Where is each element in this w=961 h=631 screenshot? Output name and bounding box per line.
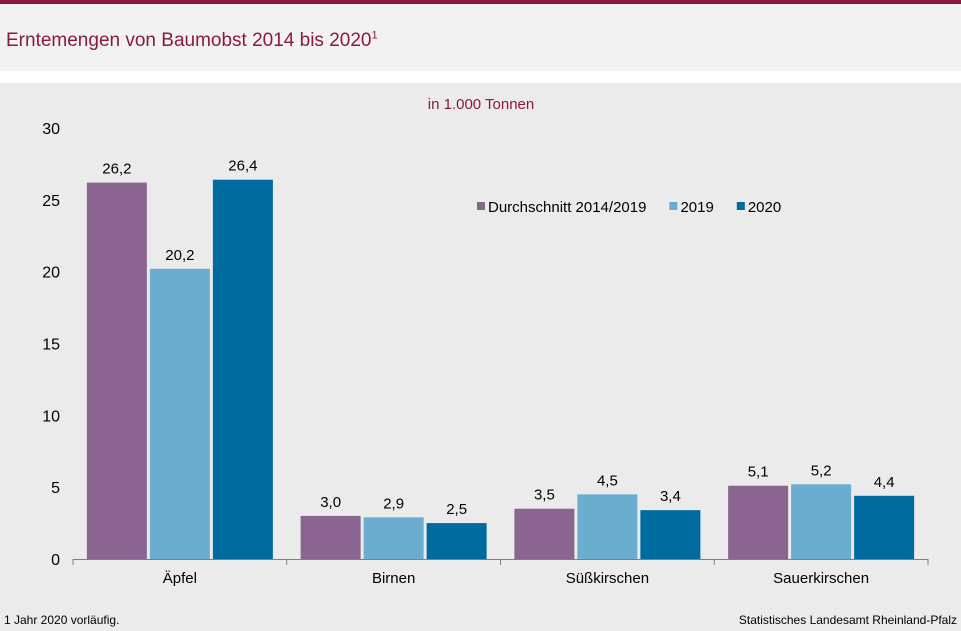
x-category-label: Süßkirschen [566, 570, 649, 587]
data-label: 26,4 [228, 158, 257, 175]
data-label: 2,9 [383, 495, 404, 512]
y-tick-label: 0 [51, 552, 60, 569]
legend-swatch [477, 202, 485, 210]
x-category-label: Äpfel [163, 570, 197, 587]
data-label: 3,0 [320, 494, 341, 511]
source-credit: Statistisches Landesamt Rheinland-Pfalz [738, 613, 957, 627]
bar-birnen-2019 [363, 517, 424, 559]
y-tick-label: 25 [42, 193, 60, 210]
legend-label: Durchschnitt 2014/2019 [488, 199, 646, 216]
header-separator [0, 71, 961, 83]
legend-swatch [736, 202, 745, 210]
data-label: 4,4 [874, 474, 895, 491]
legend-label: 2019 [680, 199, 713, 216]
y-tick-label: 30 [42, 121, 60, 138]
y-tick-label: 20 [42, 265, 60, 282]
data-label: 2,5 [446, 501, 467, 518]
bar-äpfel-2020 [212, 179, 273, 559]
x-category-label: Sauerkirschen [773, 570, 869, 587]
legend-label: 2020 [748, 199, 781, 216]
top-accent-rule [0, 0, 961, 4]
data-label: 4,5 [597, 472, 618, 489]
chart-header: Erntemengen von Baumobst 2014 bis 20201 [0, 4, 961, 71]
unit-label: in 1.000 Tonnen [428, 96, 535, 113]
y-tick-label: 10 [42, 408, 60, 425]
bar-süßkirschen-2019 [577, 494, 638, 559]
footnote: 1 Jahr 2020 vorläufig. [4, 613, 120, 627]
y-tick-label: 5 [51, 480, 60, 497]
bar-sauerkirschen-2020 [854, 495, 915, 559]
x-category-label: Birnen [372, 570, 415, 587]
bar-sauerkirschen-durchschnitt-2014-2019 [728, 485, 789, 559]
chart-title: Erntemengen von Baumobst 2014 bis 20201 [6, 29, 378, 51]
title-footnote-marker: 1 [371, 29, 378, 42]
bar-sauerkirschen-2019 [791, 484, 852, 559]
bar-süßkirschen-2020 [640, 510, 701, 559]
bar-birnen-durchschnitt-2014-2019 [300, 515, 361, 559]
data-label: 3,5 [534, 487, 555, 504]
bar-äpfel-2019 [149, 268, 210, 559]
y-tick-label: 15 [42, 337, 60, 354]
bar-äpfel-durchschnitt-2014-2019 [86, 182, 147, 560]
data-label: 26,2 [102, 161, 131, 178]
data-label: 20,2 [165, 247, 194, 264]
data-label: 5,1 [748, 464, 769, 481]
legend-swatch [669, 202, 678, 210]
data-label: 3,4 [660, 488, 681, 505]
bar-süßkirschen-durchschnitt-2014-2019 [514, 508, 575, 559]
data-label: 5,2 [811, 462, 832, 479]
bar-birnen-2020 [426, 523, 487, 559]
